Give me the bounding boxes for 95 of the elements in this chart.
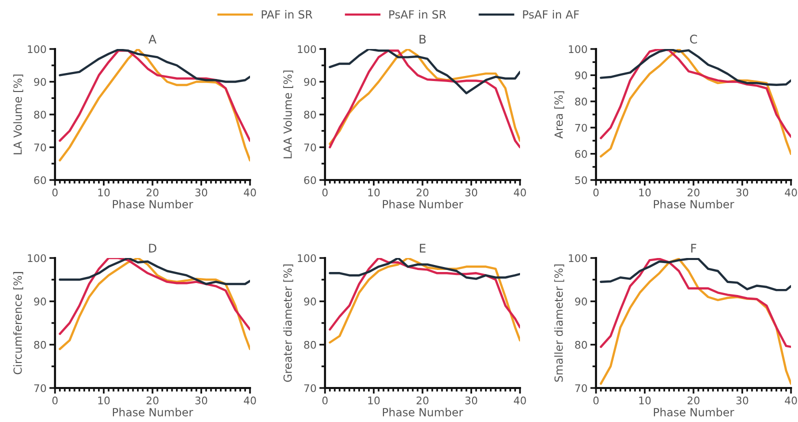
x-tick-label: 20 xyxy=(416,396,428,404)
y-tick-label: 100 xyxy=(568,45,587,54)
y-tick-label: 90 xyxy=(304,78,316,86)
x-tick-label: 0 xyxy=(322,188,328,196)
y-tick-label: 80 xyxy=(304,340,316,349)
chart-title: C xyxy=(690,34,697,44)
y-tick-label: 80 xyxy=(575,340,587,349)
legend-label: PsAF in AF xyxy=(523,10,579,19)
chart-title: E xyxy=(420,244,426,252)
x-tick-label: 30 xyxy=(736,188,748,196)
x-axis-title: Phase Number xyxy=(654,200,734,208)
y-tick-label: 70 xyxy=(575,124,587,132)
x-tick-label: 30 xyxy=(465,188,478,196)
y-tick-label: 80 xyxy=(575,98,587,106)
chart-title: B xyxy=(420,34,426,44)
x-tick-label: 40 xyxy=(514,188,526,196)
x-tick-label: 10 xyxy=(639,188,651,196)
y-tick-label: 90 xyxy=(304,298,316,306)
line-series xyxy=(600,49,791,140)
line-series xyxy=(600,49,791,158)
x-tick-label: 20 xyxy=(146,396,158,404)
y-tick-label: 50 xyxy=(575,176,587,184)
line-series xyxy=(600,49,791,86)
y-tick-label: 100 xyxy=(568,254,587,262)
y-axis-title: Circumference [%] xyxy=(13,272,24,374)
y-tick-label: 70 xyxy=(575,384,587,392)
x-axis-title: Phase Number xyxy=(382,200,464,208)
chart-title: F xyxy=(691,244,696,252)
y-tick-label: 60 xyxy=(34,176,46,184)
x-tick-label: 20 xyxy=(416,188,428,196)
legend-label: PsAF in SR xyxy=(389,10,446,19)
y-axis-title: LA Volume [%] xyxy=(13,74,24,154)
legend-label: PAF in SR xyxy=(262,10,312,19)
x-tick-label: 10 xyxy=(98,396,110,404)
x-tick-label: 20 xyxy=(688,396,700,404)
line-series xyxy=(600,258,791,292)
y-axis-title: Area [%] xyxy=(554,91,564,139)
y-tick-label: 90 xyxy=(575,71,587,80)
x-tick-label: 30 xyxy=(465,396,478,404)
line-series xyxy=(328,258,520,344)
x-tick-label: 40 xyxy=(244,396,256,404)
y-tick-label: 100 xyxy=(28,254,46,262)
chart-title: A xyxy=(148,34,156,44)
x-tick-label: 40 xyxy=(784,396,797,404)
line-series xyxy=(58,258,250,286)
y-tick-label: 100 xyxy=(28,45,46,54)
chart-title: D xyxy=(149,244,156,252)
y-tick-label: 70 xyxy=(304,384,316,392)
x-tick-label: 10 xyxy=(98,188,110,196)
y-tick-label: 100 xyxy=(298,45,316,54)
x-tick-label: 20 xyxy=(688,188,700,196)
y-tick-label: 70 xyxy=(34,384,46,392)
line-series xyxy=(58,50,250,142)
y-tick-label: 80 xyxy=(34,110,46,119)
y-tick-label: 90 xyxy=(34,298,46,306)
line-series xyxy=(328,258,520,331)
y-tick-label: 90 xyxy=(34,78,46,86)
y-axis-title: Greater diameter [%] xyxy=(283,264,294,382)
x-tick-label: 40 xyxy=(244,188,256,196)
x-tick-label: 30 xyxy=(195,396,208,404)
y-tick-label: 80 xyxy=(304,110,316,119)
y-axis-title: LAA Volume [%] xyxy=(283,70,294,158)
x-tick-label: 10 xyxy=(639,396,651,404)
line-series xyxy=(328,49,520,94)
x-tick-label: 40 xyxy=(784,188,797,196)
x-tick-label: 0 xyxy=(593,188,599,196)
x-tick-label: 40 xyxy=(514,396,526,404)
x-tick-label: 0 xyxy=(322,396,328,404)
y-tick-label: 70 xyxy=(34,143,46,152)
y-axis-title: Smaller diameter [%] xyxy=(554,264,564,382)
y-tick-label: 90 xyxy=(575,298,587,306)
x-tick-label: 30 xyxy=(736,396,748,404)
line-series xyxy=(600,258,791,348)
x-tick-label: 20 xyxy=(146,188,158,196)
line-series xyxy=(58,49,250,162)
x-tick-label: 0 xyxy=(52,188,58,196)
x-tick-label: 10 xyxy=(368,396,380,404)
x-tick-label: 0 xyxy=(593,396,599,404)
line-series xyxy=(600,258,791,385)
x-axis-title: Phase Number xyxy=(654,408,734,416)
x-axis-title: Phase Number xyxy=(112,408,194,416)
y-tick-label: 60 xyxy=(575,150,587,158)
x-tick-label: 30 xyxy=(195,188,208,196)
line-series xyxy=(58,258,250,350)
x-axis-title: Phase Number xyxy=(382,408,464,416)
y-tick-label: 80 xyxy=(34,340,46,349)
line-series xyxy=(58,258,250,335)
line-series xyxy=(328,258,520,280)
x-tick-label: 0 xyxy=(52,396,58,404)
y-tick-label: 100 xyxy=(298,254,316,262)
line-series xyxy=(58,49,250,83)
x-tick-label: 10 xyxy=(368,188,380,196)
y-tick-label: 60 xyxy=(304,176,316,184)
x-axis-title: Phase Number xyxy=(112,200,194,208)
y-tick-label: 70 xyxy=(304,143,316,152)
